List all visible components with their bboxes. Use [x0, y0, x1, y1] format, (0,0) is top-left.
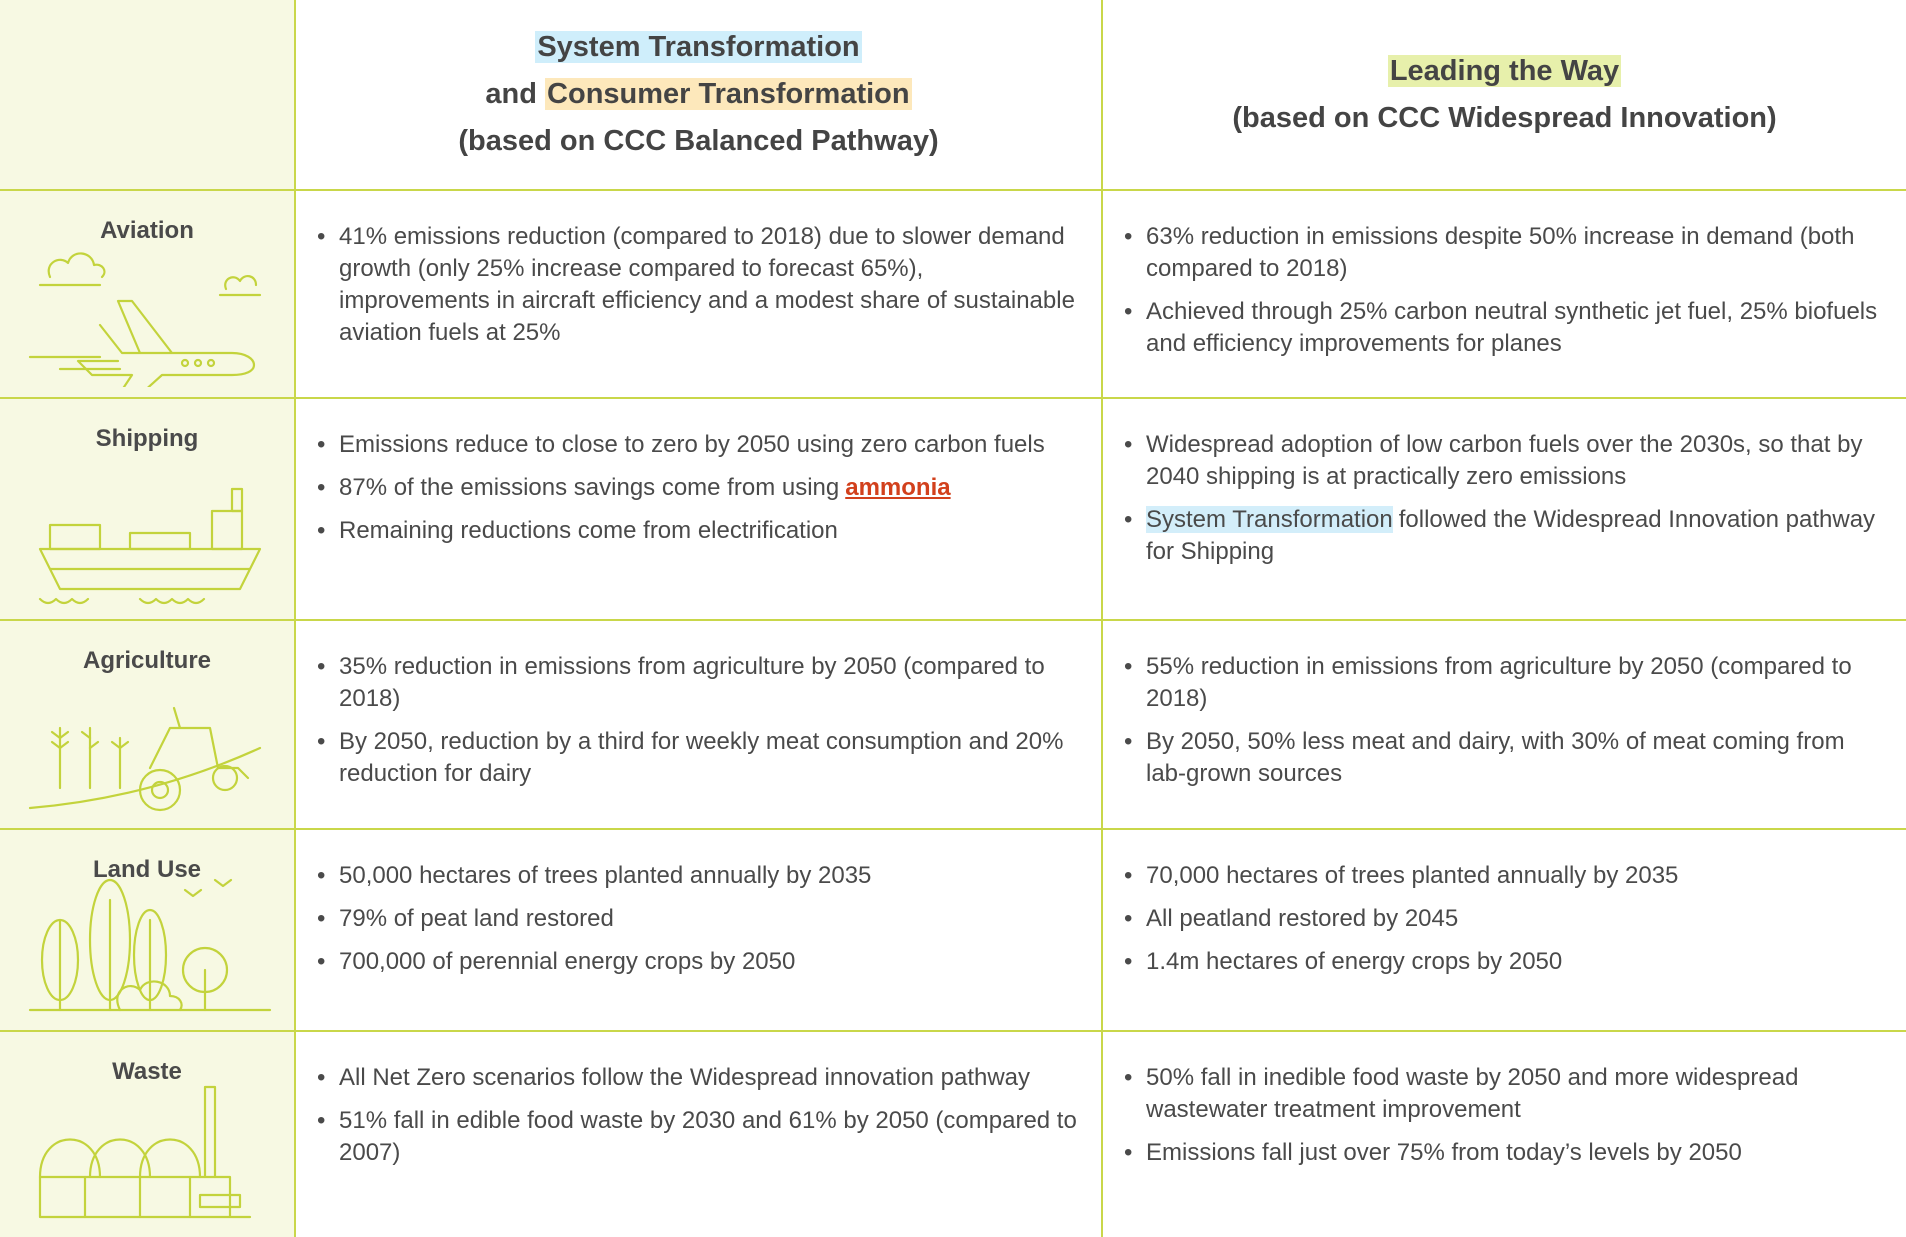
shipping-icon	[38, 487, 262, 605]
left-cell: Emissions reduce to close to zero by 205…	[296, 399, 1103, 621]
right-cell: 55% reduction in emissions from agricult…	[1103, 621, 1906, 830]
header-left: System Transformation and Consumer Trans…	[296, 0, 1103, 191]
right-cell: 50% fall in inedible food waste by 2050 …	[1103, 1032, 1906, 1237]
bullet-list: 50% fall in inedible food waste by 2050 …	[1103, 1032, 1906, 1169]
bullet-list: 35% reduction in emissions from agricult…	[296, 621, 1101, 790]
link[interactable]: ammonia	[845, 474, 951, 501]
bullet-item: 79% of peat land restored	[317, 903, 1077, 935]
left-cell: All Net Zero scenarios follow the Widesp…	[296, 1032, 1103, 1237]
bullet-item: 1.4m hectares of energy crops by 2050	[1124, 946, 1882, 978]
bullet-list: Widespread adoption of low carbon fuels …	[1103, 399, 1906, 568]
row-label: Waste	[112, 1058, 182, 1085]
header-title: Consumer Transformation	[545, 78, 912, 110]
bullet-item: 700,000 of perennial energy crops by 205…	[317, 946, 1077, 978]
highlight: System Transformation	[1146, 506, 1393, 533]
header-right: Leading the Way (based on CCC Widespread…	[1103, 0, 1906, 191]
bullet-item: Emissions reduce to close to zero by 205…	[317, 429, 1077, 461]
row-label: Shipping	[95, 425, 199, 452]
bullet-list: 50,000 hectares of trees planted annuall…	[296, 830, 1101, 978]
row-label-cell: Land Use	[0, 830, 296, 1032]
agriculture-icon	[28, 706, 262, 812]
bullet-item: All peatland restored by 2045	[1124, 903, 1882, 935]
bullet-text: 87% of the emissions savings come from u…	[339, 474, 840, 501]
row-label-cell: Aviation	[0, 191, 296, 399]
right-cell: Widespread adoption of low carbon fuels …	[1103, 399, 1906, 621]
bullet-item: Remaining reductions come from electrifi…	[317, 515, 1077, 547]
bullet-list: All Net Zero scenarios follow the Widesp…	[296, 1032, 1101, 1169]
header-text: and	[485, 78, 537, 110]
bullet-item: Widespread adoption of low carbon fuels …	[1124, 429, 1882, 493]
bullet-list: 63% reduction in emissions despite 50% i…	[1103, 191, 1906, 360]
bullet-list: Emissions reduce to close to zero by 205…	[296, 399, 1101, 547]
bullet-item: 35% reduction in emissions from agricult…	[317, 651, 1077, 715]
bullet-item: 50,000 hectares of trees planted annuall…	[317, 860, 1077, 892]
bullet-item: All Net Zero scenarios follow the Widesp…	[317, 1062, 1077, 1094]
land-use-icon	[28, 878, 272, 1012]
bullet-item: 87% of the emissions savings come from u…	[317, 472, 1077, 504]
row-label: Land Use	[92, 856, 202, 883]
bullet-text: followed the Widespread Innovation pathw…	[1146, 506, 1876, 565]
bullet-item: 55% reduction in emissions from agricult…	[1124, 651, 1882, 715]
bullet-list: 55% reduction in emissions from agricult…	[1103, 621, 1906, 790]
header-title: Leading the Way	[1387, 54, 1622, 87]
corner-cell	[0, 0, 296, 191]
left-cell: 35% reduction in emissions from agricult…	[296, 621, 1103, 830]
bullet-item: By 2050, reduction by a third for weekly…	[317, 726, 1077, 790]
bullet-item: 63% reduction in emissions despite 50% i…	[1124, 221, 1882, 285]
waste-icon	[38, 1085, 252, 1219]
bullet-item: Emissions fall just over 75% from today’…	[1124, 1137, 1882, 1169]
row-label-cell: Agriculture	[0, 621, 296, 830]
row-label: Agriculture	[82, 647, 211, 674]
left-cell: 41% emissions reduction (compared to 201…	[296, 191, 1103, 399]
header-title: System Transformation	[535, 31, 862, 63]
bullet-item: By 2050, 50% less meat and dairy, with 3…	[1124, 726, 1882, 790]
bullet-item: Achieved through 25% carbon neutral synt…	[1124, 296, 1882, 360]
left-cell: 50,000 hectares of trees planted annuall…	[296, 830, 1103, 1032]
bullet-list: 70,000 hectares of trees planted annuall…	[1103, 830, 1906, 978]
header-subtitle: (based on CCC Balanced Pathway)	[458, 125, 939, 157]
bullet-item: 50% fall in inedible food waste by 2050 …	[1124, 1062, 1882, 1126]
bullet-list: 41% emissions reduction (compared to 201…	[296, 191, 1101, 349]
bullet-item: 51% fall in edible food waste by 2030 an…	[317, 1105, 1077, 1169]
row-label: Aviation	[100, 217, 194, 244]
bullet-item: 70,000 hectares of trees planted annuall…	[1124, 860, 1882, 892]
bullet-item: 41% emissions reduction (compared to 201…	[317, 221, 1077, 349]
aviation-icon	[28, 252, 262, 387]
right-cell: 70,000 hectares of trees planted annuall…	[1103, 830, 1906, 1032]
row-label-cell: Waste	[0, 1032, 296, 1237]
row-label-cell: Shipping	[0, 399, 296, 621]
right-cell: 63% reduction in emissions despite 50% i…	[1103, 191, 1906, 399]
header-subtitle: (based on CCC Widespread Innovation)	[1232, 101, 1777, 134]
